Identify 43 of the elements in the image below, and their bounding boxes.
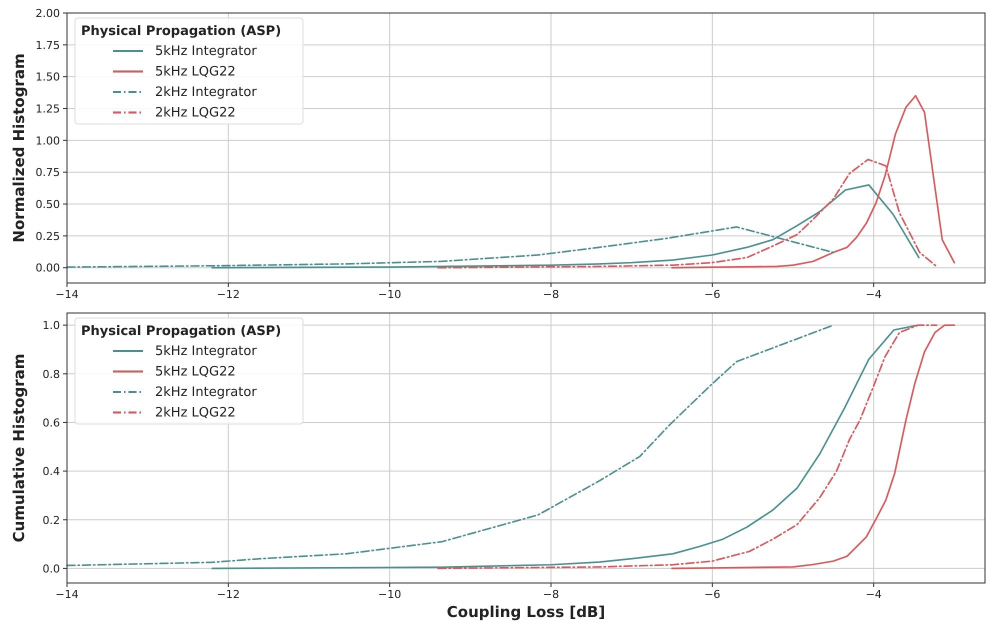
y-axis-title: Cumulative Histogram [10,354,28,542]
line-series [437,324,938,570]
x-tick-label: −6 [704,288,720,301]
x-tick-label: −6 [704,588,720,601]
line-series [66,324,834,566]
y-tick-label: 1.75 [36,38,60,52]
line-series [671,324,956,570]
y-axis-title: Normalized Histogram [10,53,28,243]
x-axis-title: Coupling Loss [dB] [446,603,606,621]
y-tick-label: 0.75 [36,166,60,180]
x-tick-label: −10 [378,588,402,601]
y-tick-label: 1.50 [36,70,60,84]
x-tick-label: −8 [542,288,560,301]
y-tick-label: 1.0 [42,319,60,332]
legend-label: 5kHz Integrator [155,44,258,59]
x-tick-label: −10 [378,288,402,301]
x-tick-label: −8 [542,588,560,601]
y-tick-label: 2.00 [36,7,60,20]
x-tick-label: −12 [216,288,240,301]
x-tick-label: −12 [216,588,240,601]
y-tick-label: 0.50 [36,198,60,212]
y-tick-label: 1.25 [36,102,60,116]
legend-label: 2kHz LQG22 [155,106,236,120]
y-tick-label: 0.8 [42,368,60,381]
x-tick-label: −14 [55,288,79,301]
y-tick-label: 0.6 [42,416,60,430]
x-tick-label: −4 [866,288,882,301]
y-tick-label: 0.00 [36,262,60,275]
legend-label: 5kHz LQG22 [155,364,236,380]
legend-label: 2kHz LQG22 [155,406,236,420]
legend-title: Physical Propagation (ASP) [81,24,282,39]
x-tick-label: −14 [55,588,79,601]
legend-label: 5kHz Integrator [155,344,258,359]
y-tick-label: 1.00 [36,134,60,148]
y-tick-label: 0.0 [42,562,60,576]
legend-title: Physical Propagation (ASP) [81,324,282,339]
y-tick-label: 0.4 [42,465,60,478]
legend-label: 2kHz Integrator [155,85,258,100]
y-tick-label: 0.25 [36,230,60,243]
x-tick-label: −4 [866,588,882,601]
legend-label: 5kHz LQG22 [155,64,236,80]
legend-label: 2kHz Integrator [155,385,258,400]
y-tick-label: 0.2 [42,514,60,527]
